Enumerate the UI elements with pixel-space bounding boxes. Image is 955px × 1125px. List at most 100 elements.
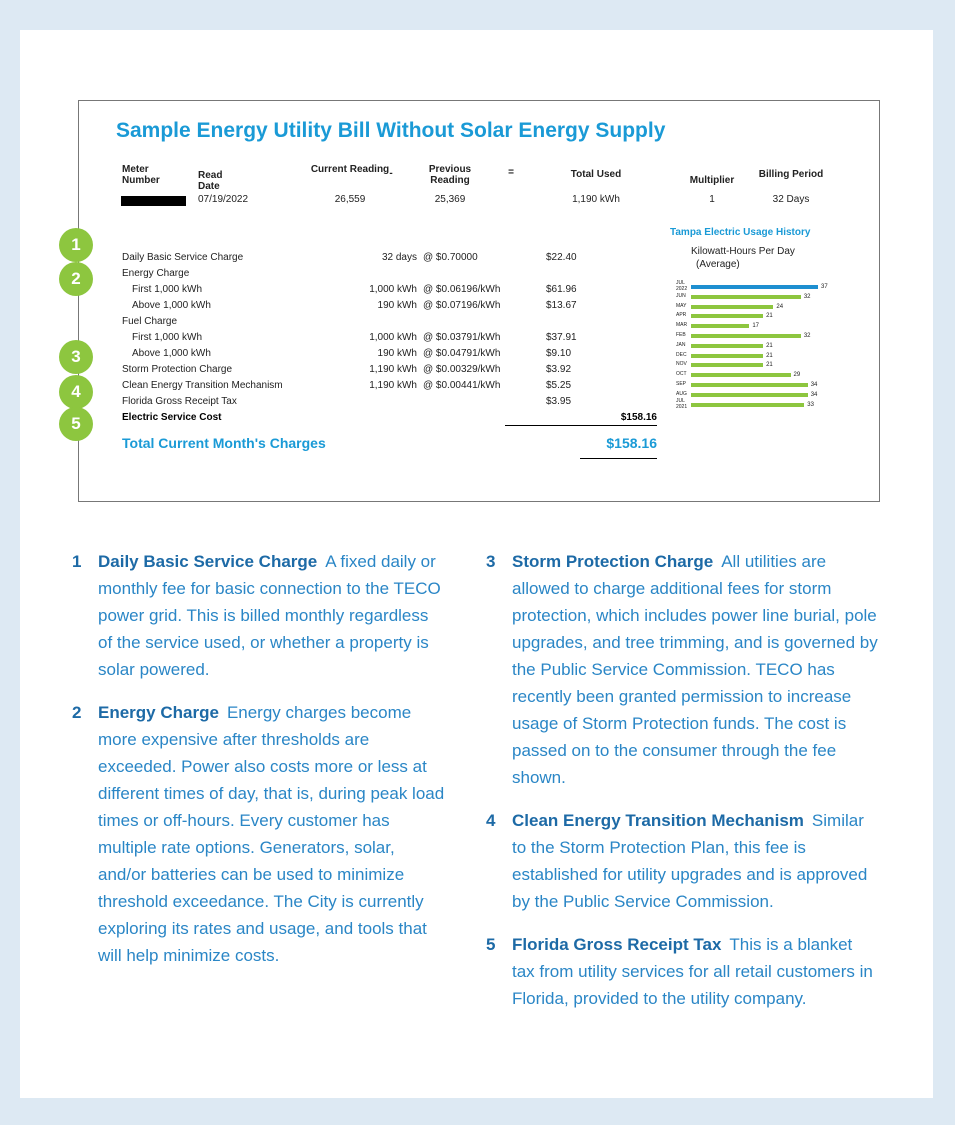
month-label: SEP	[676, 381, 687, 387]
subtotal-label: Electric Service Cost	[122, 412, 222, 423]
usage-value: 21	[766, 342, 773, 349]
usage-value: 24	[776, 303, 784, 310]
usage-subtitle: (Average)	[696, 259, 740, 270]
usage-bar	[691, 392, 808, 397]
note-text: This is a blanket tax from utility servi…	[512, 935, 873, 1008]
marker: 1	[59, 228, 93, 262]
month-label: FEB	[676, 332, 686, 338]
header-value: 07/19/2022	[198, 194, 249, 205]
charge-rate: @ $0.00441/kWh	[423, 380, 501, 391]
charge-amount: $3.92	[546, 364, 572, 375]
redaction	[121, 196, 186, 206]
header-value: 1,190 kWh	[572, 194, 620, 205]
header-value: 32 Days	[772, 194, 810, 205]
rule	[505, 425, 657, 426]
usage-value: 17	[752, 323, 760, 330]
charge-quantity: 1,190 kWh	[369, 380, 417, 391]
note-heading: Storm Protection Charge	[512, 552, 714, 571]
charge-quantity: 32 days	[381, 252, 417, 263]
note-number: 4	[486, 811, 496, 830]
note-text: Similar to the Storm Protection Plan, th…	[512, 811, 868, 911]
note-text: A fixed daily or monthly fee for basic c…	[98, 552, 441, 679]
charge-rate: @ $0.70000	[423, 252, 478, 263]
header-label: Meter Number	[122, 164, 160, 186]
note-number: 2	[72, 703, 82, 722]
usage-value: 37	[821, 284, 828, 290]
bill-image: Sample Energy Utility Bill Without Solar…	[78, 100, 880, 502]
header-label: =	[508, 167, 514, 178]
note-heading: Florida Gross Receipt Tax	[512, 935, 722, 954]
usage-title: Tampa Electric Usage History	[670, 227, 811, 238]
month-label: APR	[676, 312, 687, 319]
usage-value: 32	[803, 333, 811, 339]
usage-bar	[691, 314, 764, 319]
header-label: -	[389, 168, 393, 179]
charge-amount: $61.96	[546, 284, 577, 295]
marker: 5	[59, 407, 93, 441]
marker: 4	[59, 375, 93, 409]
note-text: All utilities are allowed to charge addi…	[512, 552, 878, 787]
charge-quantity: 190 kWh	[377, 348, 417, 359]
month-label: JUL	[676, 397, 685, 404]
month-label: OCT	[676, 371, 687, 378]
charge-rate: @ $0.00329/kWh	[423, 364, 501, 375]
month-label: JAN	[676, 341, 686, 348]
charge-amount: $13.67	[546, 300, 577, 311]
total: $158.16	[606, 435, 657, 451]
bill-title: Sample Energy Utility Bill Without Solar…	[116, 119, 666, 142]
usage-bar	[691, 383, 808, 387]
note-heading: Daily Basic Service Charge	[98, 552, 318, 571]
note-text: Energy charges become more expensive aft…	[98, 703, 445, 965]
note: 4 Clean Energy Transition Mechanism Simila…	[486, 807, 878, 915]
year-label: 2021	[676, 403, 688, 410]
usage-bar	[691, 402, 805, 407]
usage-value: 29	[793, 372, 801, 379]
usage-bar	[691, 343, 764, 348]
total-label: Total Current Month's Charges	[122, 435, 326, 451]
month-label: NOV	[676, 361, 687, 368]
charge-label: Fuel Charge	[122, 316, 178, 327]
usage-value: 33	[807, 401, 814, 408]
month-label: JUL	[676, 280, 685, 286]
usage-bar	[691, 285, 818, 289]
month-label: MAY	[676, 302, 687, 309]
header-value: 26,559	[334, 194, 366, 205]
charge-label: Energy Charge	[122, 268, 190, 279]
charge-label: Daily Basic Service Charge	[122, 252, 244, 263]
charge-rate: @ $0.03791/kWh	[423, 332, 501, 343]
subtotal: $158.16	[620, 412, 657, 423]
charge-label: Florida Gross Receipt Tax	[122, 396, 237, 407]
month-label: JUN	[676, 292, 686, 299]
header-label: Read Date	[198, 170, 223, 192]
header-label: Total Used	[570, 169, 622, 180]
note-number: 5	[486, 935, 496, 954]
note-number: 3	[486, 552, 496, 571]
usage-subtitle: Kilowatt-Hours Per Day	[691, 246, 795, 257]
usage-value: 34	[810, 382, 818, 388]
marker: 2	[59, 262, 93, 296]
usage-bar	[691, 324, 750, 329]
year-label: 2022	[676, 286, 688, 292]
month-label: MAR	[676, 322, 688, 329]
header-value: 1	[709, 194, 715, 205]
charge-label: Storm Protection Charge	[122, 364, 233, 375]
usage-bar	[691, 334, 801, 338]
header-label: Current Reading	[310, 164, 390, 175]
usage-bar	[691, 373, 791, 378]
charge-quantity: 1,000 kWh	[369, 284, 417, 295]
note: 2 Energy Charge Energy charges become more…	[72, 699, 447, 969]
charge-label: Above 1,000 kWh	[132, 348, 211, 359]
charge-amount: $22.40	[546, 252, 577, 263]
usage-value: 21	[766, 313, 773, 320]
rule	[580, 458, 657, 459]
month-label: AUG	[676, 390, 687, 397]
usage-bar	[691, 363, 764, 368]
charge-quantity: 1,190 kWh	[369, 364, 417, 375]
charge-amount: $37.91	[546, 332, 577, 343]
usage-bar	[691, 294, 801, 299]
note: 3 Storm Protection Charge All utilities ar…	[486, 548, 878, 791]
header-label: Billing Period	[758, 169, 824, 180]
charge-label: Above 1,000 kWh	[132, 300, 211, 311]
note-heading: Clean Energy Transition Mechanism	[512, 811, 804, 830]
